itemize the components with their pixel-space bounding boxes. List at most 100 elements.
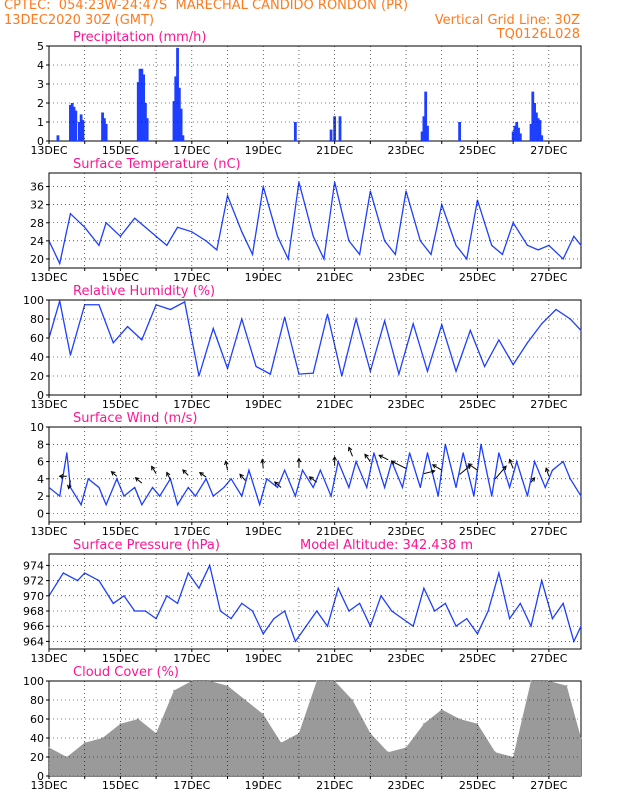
pressure-point [262, 633, 264, 635]
precip-bar [538, 120, 542, 141]
precip-bar [101, 112, 104, 141]
pressure-point [391, 610, 393, 612]
wind-point [176, 504, 179, 506]
humidity-frame [48, 299, 582, 396]
y-tick-label: 80 [30, 694, 44, 707]
cloud-title: Cloud Cover (%) [73, 665, 179, 680]
pressure-point [219, 610, 221, 612]
precip-bar [138, 68, 142, 141]
precip-bar [181, 135, 185, 141]
cloud-point [315, 680, 318, 682]
precip-bar [533, 103, 536, 141]
humidity-point [469, 329, 471, 331]
precip-bar [515, 122, 519, 141]
precip-bar [529, 123, 533, 141]
humidity-point [526, 342, 529, 344]
temperature-point [191, 231, 193, 233]
humidity-point [369, 370, 371, 372]
temperature-point [134, 217, 136, 219]
x-tick-label: 17DEC [173, 144, 210, 157]
temperature-frame [48, 172, 582, 269]
temperature-point [119, 235, 122, 237]
wind-arrowhead [260, 458, 265, 464]
precip-bar [177, 87, 181, 141]
temperature-point [573, 235, 575, 237]
cloud-point [48, 746, 50, 749]
wind-title: Surface Wind (m/s) [73, 411, 197, 426]
x-tick-label: 21DEC [316, 652, 353, 665]
wind-point [516, 460, 518, 463]
wind-point [266, 478, 268, 480]
temperature-point [166, 244, 168, 246]
y-tick-label: 24 [30, 235, 44, 248]
pressure-point [176, 602, 179, 605]
precip-bar [174, 76, 178, 141]
precip-bar [513, 125, 517, 141]
precip-bar [70, 103, 74, 141]
cloud-point [262, 713, 265, 716]
precip-bar [531, 91, 535, 141]
temperature-point [98, 244, 100, 246]
wind-arrowhead [332, 455, 337, 461]
pressure-point [273, 618, 275, 620]
x-tick-label: 13DEC [30, 398, 67, 411]
y-tick-label: 20 [30, 370, 44, 383]
pressure-point [498, 572, 500, 574]
temperature-point [501, 253, 504, 256]
cloud-point [119, 722, 122, 725]
x-tick-label: 15DEC [102, 398, 139, 411]
wind-point [437, 495, 439, 497]
x-tick-label: 23DEC [387, 779, 424, 792]
humidity-point [384, 320, 386, 322]
wind-arrowhead [134, 477, 140, 482]
x-tick-label: 15DEC [102, 271, 139, 284]
y-tick-label: 964 [23, 635, 44, 648]
pressure-point [444, 602, 446, 605]
precip-bar [172, 101, 176, 141]
x-tick-label: 13DEC [30, 271, 67, 284]
pressure-point [519, 602, 521, 605]
pressure-point [530, 625, 532, 627]
precip-bar [540, 135, 544, 141]
temperature-point [476, 199, 479, 201]
wind-arrow [364, 454, 371, 462]
pressure-point [62, 572, 64, 574]
x-tick-label: 17DEC [173, 271, 210, 284]
precip-bar [517, 127, 520, 141]
wind-line [49, 444, 581, 508]
pressure-point [580, 625, 582, 627]
temperature-point [369, 190, 371, 192]
temperature-point [562, 258, 564, 260]
y-tick-label: 0 [37, 389, 44, 402]
x-tick-label: 15DEC [102, 525, 139, 538]
wind-point [498, 452, 500, 454]
humidity-point [212, 327, 214, 330]
pressure-panel: Surface Pressure (hPa) Model Altitude: 34… [23, 538, 582, 665]
humidity-point [169, 308, 171, 311]
humidity-point [126, 326, 129, 328]
cloud-point [405, 746, 407, 749]
y-tick-label: 36 [30, 181, 44, 194]
x-tick-label: 23DEC [387, 525, 424, 538]
precip-frame [48, 45, 582, 142]
precip-bar [145, 118, 149, 141]
wind-arrowhead [198, 471, 204, 477]
y-tick-label: 966 [23, 620, 44, 633]
wind-arrowhead [239, 473, 244, 479]
precip-bar [74, 110, 78, 141]
wind-point [312, 486, 314, 489]
pressure-title: Surface Pressure (hPa) [73, 538, 220, 553]
precip-bar [534, 112, 538, 141]
wind-point [562, 460, 564, 463]
wind-arrowhead [430, 469, 436, 475]
cloud-point [351, 699, 354, 701]
wind-point [301, 469, 304, 471]
y-tick-label: 28 [30, 217, 44, 230]
wind-point [87, 478, 89, 480]
x-tick-label: 19DEC [245, 525, 282, 538]
vertical-grid-label: Vertical Grid Line: 30Z [434, 13, 580, 28]
pressure-point [84, 572, 86, 574]
wind-point [409, 452, 411, 454]
pressure-point [466, 618, 468, 620]
x-tick-label: 25DEC [459, 398, 496, 411]
